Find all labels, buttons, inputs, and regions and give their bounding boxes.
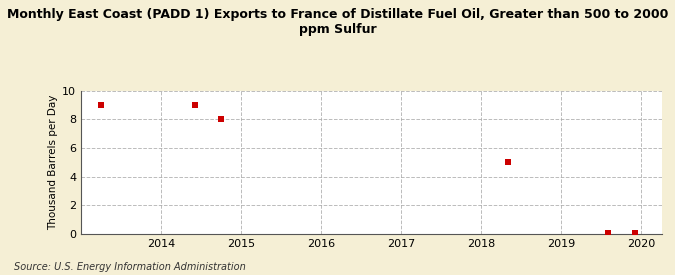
Point	[502, 160, 513, 164]
Text: Monthly East Coast (PADD 1) Exports to France of Distillate Fuel Oil, Greater th: Monthly East Coast (PADD 1) Exports to F…	[7, 8, 668, 36]
Point	[603, 231, 614, 235]
Point	[189, 103, 200, 107]
Y-axis label: Thousand Barrels per Day: Thousand Barrels per Day	[48, 95, 58, 230]
Point	[630, 231, 641, 235]
Point	[96, 103, 107, 107]
Text: Source: U.S. Energy Information Administration: Source: U.S. Energy Information Administ…	[14, 262, 245, 272]
Point	[216, 117, 227, 122]
